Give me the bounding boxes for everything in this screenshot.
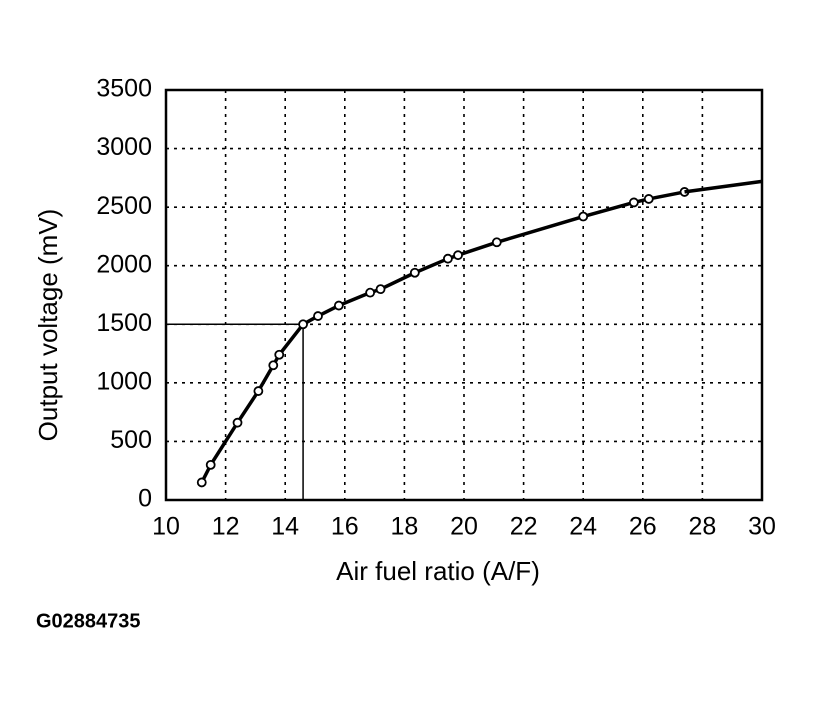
y-tick-label: 2000 <box>96 250 152 278</box>
y-tick-label: 1000 <box>96 367 152 395</box>
data-point <box>196 477 207 488</box>
x-tick-label: 24 <box>569 513 597 541</box>
x-tick-label: 16 <box>331 513 359 541</box>
y-tick-label: 2500 <box>96 192 152 220</box>
data-point <box>375 284 386 295</box>
x-tick-label: 28 <box>688 513 716 541</box>
y-axis-label: Output voltage (mV) <box>33 209 63 442</box>
data-point <box>628 197 639 208</box>
data-point <box>298 319 308 330</box>
y-tick-label: 0 <box>138 485 152 513</box>
data-point <box>253 386 264 396</box>
x-tick-label: 14 <box>271 513 299 541</box>
y-tick-label: 500 <box>110 426 152 454</box>
data-line <box>200 190 685 484</box>
data-point <box>205 459 216 470</box>
data-point <box>365 287 376 298</box>
data-point <box>409 267 420 278</box>
data-point <box>578 211 589 222</box>
figure-id: G02884735 <box>36 610 141 632</box>
data-point <box>333 300 344 311</box>
data-point <box>443 253 453 264</box>
data-line <box>684 179 763 194</box>
y-tick-label: 3500 <box>96 75 152 103</box>
x-tick-label: 26 <box>629 513 657 541</box>
data-point <box>491 237 502 248</box>
x-tick-label: 18 <box>390 513 418 541</box>
data-point <box>274 349 285 360</box>
data-point <box>643 194 654 204</box>
y-tick-label: 3000 <box>96 133 152 161</box>
data-point <box>313 311 323 321</box>
y-tick-label: 1500 <box>96 309 152 337</box>
data-point <box>232 417 243 428</box>
x-tick-label: 30 <box>748 513 776 541</box>
x-tick-label: 22 <box>510 513 538 541</box>
x-axis-label: Air fuel ratio (A/F) <box>336 556 540 586</box>
plot-frame <box>164 88 764 502</box>
x-tick-label: 20 <box>450 513 478 541</box>
x-tick-label: 10 <box>152 513 180 541</box>
data-point <box>268 360 279 371</box>
data-point <box>453 250 463 261</box>
x-tick-label: 12 <box>212 513 240 541</box>
